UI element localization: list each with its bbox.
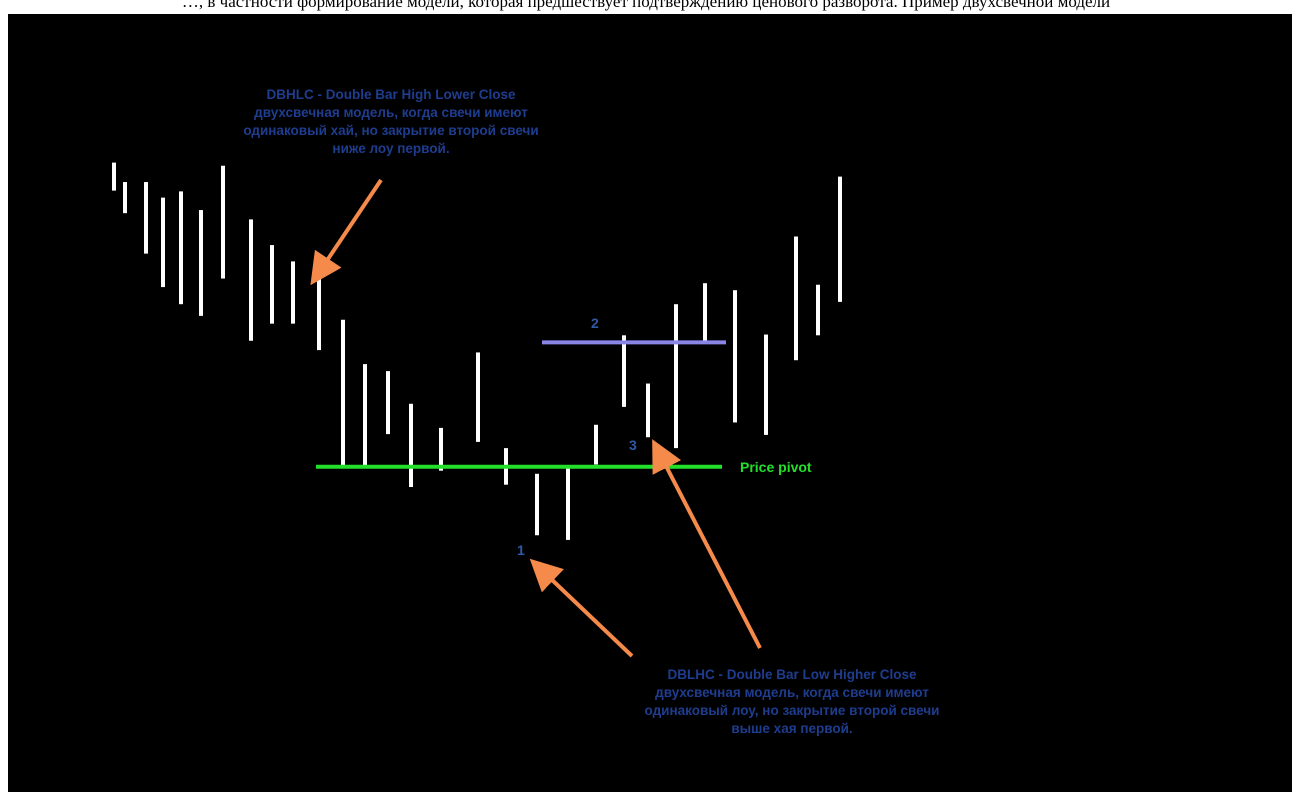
marker-1: 1 xyxy=(517,542,525,558)
price-bar xyxy=(161,197,165,288)
price-bar xyxy=(199,210,203,316)
dblhc-title: DBLHC - Double Bar Low Higher Close xyxy=(667,667,917,682)
price-chart: Price pivot 1 2 3 xyxy=(112,162,842,658)
price-bar xyxy=(703,283,707,344)
price-bar xyxy=(386,371,390,435)
price-bar xyxy=(646,383,650,438)
arrow-to-dbhlc xyxy=(310,178,383,286)
price-bar xyxy=(179,191,183,305)
price-bar xyxy=(249,219,253,341)
price-bar xyxy=(733,290,737,423)
price-bar xyxy=(794,236,798,361)
price-bar xyxy=(291,261,295,324)
marker-3: 3 xyxy=(629,437,637,453)
price-bar xyxy=(144,182,148,254)
price-bar xyxy=(439,427,443,471)
price-bar xyxy=(674,304,678,449)
dblhc-line: двухсвечная модель, когда свечи имеют xyxy=(655,685,929,700)
chart-panel: Price pivot 1 2 3 DBHLC - Double Bar High L… xyxy=(8,14,1292,792)
dblhc-line: одинаковый лоу, но закрытие второй свечи xyxy=(644,703,940,718)
dbhlc-line: ниже лоу первой. xyxy=(332,141,450,156)
price-bar xyxy=(270,245,274,324)
dbhlc-line: двухсвечная модель, когда свечи имеют xyxy=(254,105,528,120)
price-bar xyxy=(123,182,127,214)
caption-text: …, в частности формирование модели, кото… xyxy=(181,0,1111,11)
price-bar xyxy=(566,466,570,540)
price-bar xyxy=(363,364,367,469)
marker-2: 2 xyxy=(591,315,599,331)
dbclhc-note: DBLHC - Double Bar Low Higher Close двух… xyxy=(602,666,982,738)
price-bar xyxy=(409,403,413,488)
dbhlc-line: одинаковый хай, но закрытие второй свечи xyxy=(243,123,539,138)
price-bar xyxy=(622,335,626,407)
price-pivot-label: Price pivot xyxy=(740,459,812,475)
price-bar xyxy=(535,473,539,536)
price-bar xyxy=(112,162,116,191)
price-bar xyxy=(317,261,321,351)
dbhlc-title: DBHLC - Double Bar High Lower Close xyxy=(266,87,516,102)
dbhlc-note: DBHLC - Double Bar High Lower Close двух… xyxy=(221,86,561,158)
price-bar xyxy=(341,319,345,469)
price-bar xyxy=(816,284,820,336)
dblhc-line: выше хая первой. xyxy=(731,721,853,736)
price-bar xyxy=(594,424,598,465)
arrow-to-marker-3 xyxy=(652,439,762,649)
caption-strip: …, в частности формирование модели, кото… xyxy=(0,0,1292,14)
price-bar xyxy=(838,176,842,302)
price-bar xyxy=(221,165,225,279)
price-bar xyxy=(476,352,480,442)
price-bar xyxy=(764,334,768,435)
arrow-to-marker-1 xyxy=(529,558,634,658)
